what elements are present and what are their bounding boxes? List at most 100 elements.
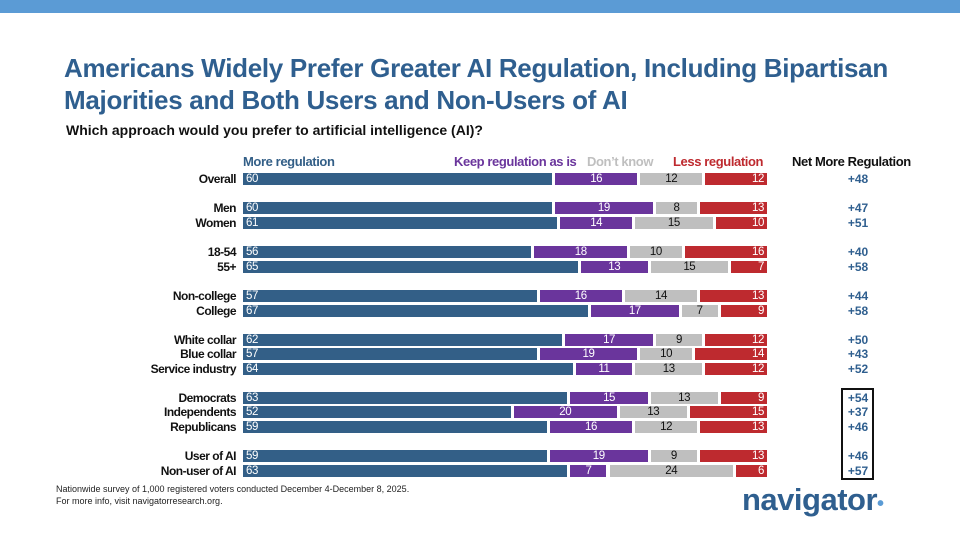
data-label-less-regulation: 12: [751, 363, 764, 375]
data-label-more-regulation: 65: [246, 261, 258, 273]
bar-keep-regulation: [591, 305, 679, 317]
data-label-less-regulation: 12: [751, 173, 764, 185]
bar-dont-know: [630, 246, 682, 258]
net-highlight-box: [841, 388, 874, 480]
data-label-more-regulation: 57: [246, 290, 258, 302]
data-label-more-regulation: 59: [246, 450, 258, 462]
category-label: User of AI: [184, 449, 237, 463]
net-value: +43: [847, 347, 869, 361]
data-label-less-regulation: 7: [757, 261, 764, 273]
bar-less-regulation: [736, 465, 767, 477]
bar-keep-regulation: [575, 363, 633, 375]
data-label-less-regulation: 12: [751, 334, 764, 346]
bar-dont-know: [650, 450, 698, 462]
bar-keep-regulation: [565, 334, 653, 346]
bar-keep-regulation: [560, 217, 633, 229]
net-value: +57: [847, 464, 869, 478]
category-label: Democrats: [178, 391, 236, 405]
data-label-more-regulation: 59: [246, 421, 258, 433]
bar-more-regulation: [243, 465, 568, 477]
bar-dont-know: [650, 392, 718, 404]
net-value: +47: [847, 201, 869, 215]
net-value: +58: [847, 260, 869, 274]
data-label-more-regulation: 63: [246, 392, 258, 404]
net-value: +44: [847, 289, 869, 303]
data-label-keep-regulation: 17: [628, 305, 641, 317]
bar-dont-know: [619, 406, 687, 418]
data-label-dont-know: 15: [667, 217, 680, 229]
data-label-dont-know: 7: [696, 305, 703, 317]
data-label-dont-know: 10: [660, 348, 673, 360]
data-label-dont-know: 15: [683, 261, 696, 273]
bar-keep-regulation: [534, 246, 628, 258]
footnote-survey: Nationwide survey of 1,000 registered vo…: [56, 484, 410, 494]
bar-keep-regulation: [539, 290, 622, 302]
bar-dont-know: [635, 421, 698, 433]
navigator-logo: navigator•: [742, 482, 884, 518]
data-label-less-regulation: 16: [751, 246, 764, 258]
survey-question: Which approach would you prefer to artif…: [66, 122, 483, 138]
bar-less-regulation: [694, 348, 767, 360]
bar-less-regulation: [700, 421, 767, 433]
net-value: +46: [847, 420, 869, 434]
category-label: Men: [213, 201, 237, 215]
data-label-keep-regulation: 13: [608, 261, 621, 273]
data-label-keep-regulation: 19: [592, 450, 605, 462]
bar-more-regulation: [243, 305, 589, 317]
data-label-keep-regulation: 19: [582, 348, 595, 360]
bar-dont-know: [655, 334, 703, 346]
data-label-keep-regulation: 19: [597, 202, 610, 214]
bar-less-regulation: [689, 406, 767, 418]
data-label-dont-know: 9: [670, 450, 677, 462]
data-label-keep-regulation: 7: [585, 465, 592, 477]
data-label-dont-know: 13: [662, 363, 675, 375]
bar-more-regulation: [243, 217, 558, 229]
category-label: Overall: [198, 172, 237, 186]
bar-less-regulation: [705, 334, 767, 346]
slide-title: Americans Widely Prefer Greater AI Regul…: [64, 53, 888, 115]
data-label-less-regulation: 13: [751, 450, 764, 462]
bar-less-regulation: [700, 202, 767, 214]
data-label-less-regulation: 9: [757, 305, 764, 317]
bar-keep-regulation: [549, 450, 648, 462]
net-value: +50: [847, 333, 869, 347]
data-label-more-regulation: 60: [246, 202, 258, 214]
net-header: Net More Regulation: [792, 154, 911, 169]
bar-less-regulation: [705, 363, 767, 375]
bar-keep-regulation: [549, 421, 633, 433]
legend-less-regulation: Less regulation: [673, 154, 764, 169]
data-label-less-regulation: 13: [751, 202, 764, 214]
bar-dont-know: [681, 305, 718, 317]
data-label-keep-regulation: 16: [574, 290, 587, 302]
data-label-more-regulation: 56: [246, 246, 258, 258]
top-band: [0, 0, 960, 13]
data-label-dont-know: 13: [647, 406, 660, 418]
bar-keep-regulation: [539, 348, 638, 360]
net-value: +37: [847, 405, 869, 419]
bar-dont-know: [655, 202, 698, 214]
data-label-dont-know: 14: [654, 290, 667, 302]
category-label: Independents: [163, 405, 237, 419]
bar-keep-regulation: [580, 261, 648, 273]
bar-dont-know: [635, 217, 713, 229]
legend-dont-know: Don’t know: [587, 154, 654, 169]
bar-more-regulation: [243, 421, 547, 433]
category-label: White collar: [173, 333, 237, 347]
data-label-less-regulation: 14: [751, 348, 764, 360]
bar-less-regulation: [684, 246, 767, 258]
bar-keep-regulation: [513, 406, 617, 418]
category-label: Women: [195, 216, 236, 230]
data-label-less-regulation: 13: [751, 421, 764, 433]
data-label-keep-regulation: 11: [598, 363, 610, 375]
legend-more-regulation: More regulation: [243, 154, 335, 169]
bar-less-regulation: [700, 290, 767, 302]
data-label-dont-know: 9: [676, 334, 683, 346]
category-label: Republicans: [170, 420, 236, 434]
data-label-less-regulation: 15: [752, 406, 764, 418]
logo-dot: •: [877, 493, 884, 515]
net-value: +48: [847, 172, 869, 186]
data-label-more-regulation: 67: [246, 305, 258, 317]
net-value: +40: [847, 245, 869, 259]
data-label-keep-regulation: 14: [590, 217, 603, 229]
